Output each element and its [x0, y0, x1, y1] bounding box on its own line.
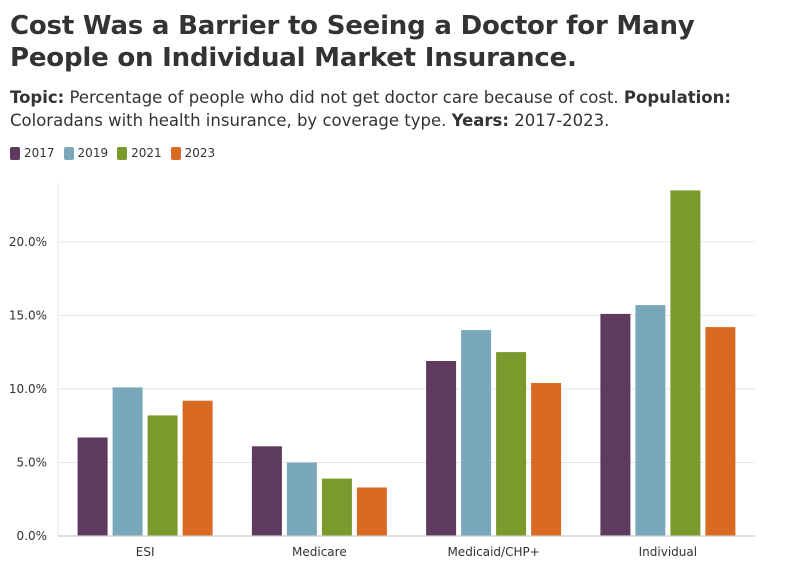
y-tick-label: 5.0%: [17, 455, 48, 469]
bar-2017: [426, 361, 457, 536]
legend-label-2017: 2017: [24, 146, 55, 160]
x-tick-label: ESI: [136, 545, 155, 559]
chart-title: Cost Was a Barrier to Seeing a Doctor fo…: [10, 11, 695, 73]
legend-swatch-2023: [170, 146, 181, 160]
bar-2021: [321, 478, 352, 536]
bar-2017: [600, 313, 631, 536]
years-label: Years:: [451, 111, 509, 130]
population-text: Coloradans with health insurance, by cov…: [10, 111, 452, 130]
y-tick-label: 10.0%: [9, 382, 47, 396]
legend-label-2019: 2019: [77, 146, 109, 160]
chart-legend: 2017 2019 2021 2023: [10, 146, 224, 160]
bar-chart: 0.0% 5.0% 10.0% 15.0% 20.0% ESI Medicare Medica…: [9, 183, 755, 559]
legend-swatch-2017: [10, 146, 20, 160]
population-label: Population:: [623, 88, 731, 107]
y-tick-label: 20.0%: [9, 235, 47, 249]
legend-swatch-2021: [117, 146, 128, 160]
x-tick-label: Individual: [639, 545, 697, 559]
bar-2017: [251, 446, 282, 536]
legend-item-2019[interactable]: 2019: [63, 146, 109, 160]
bar-2017: [77, 437, 108, 536]
legend-swatch-2019: [63, 146, 74, 160]
bar-2021: [670, 190, 701, 536]
x-tick-label: Medicaid/CHP+: [447, 545, 539, 559]
bar-2019: [112, 387, 143, 536]
years-text: 2017-2023.: [508, 111, 610, 130]
bar-2021: [147, 415, 178, 536]
bar-2023: [531, 383, 562, 536]
bar-2019: [286, 462, 317, 536]
y-tick-label: 0.0%: [17, 529, 48, 543]
legend-item-2017[interactable]: 2017: [10, 146, 55, 160]
bar-2021: [496, 352, 527, 536]
bar-2023: [705, 327, 736, 536]
bar-2019: [635, 305, 666, 536]
bar-2023: [182, 400, 213, 536]
legend-item-2023[interactable]: 2023: [170, 146, 216, 160]
topic-text: Percentage of people who did not get doc…: [64, 88, 624, 107]
chart-subtitle: Topic: Percentage of people who did not …: [10, 86, 780, 132]
legend-label-2023: 2023: [184, 146, 216, 160]
legend-item-2021[interactable]: 2021: [117, 146, 162, 160]
bar-2023: [356, 487, 387, 536]
y-tick-label: 15.0%: [9, 308, 47, 322]
legend-label-2021: 2021: [131, 146, 162, 160]
topic-label: Topic:: [10, 88, 65, 107]
bar-2019: [461, 330, 492, 536]
x-tick-label: Medicare: [292, 545, 347, 559]
